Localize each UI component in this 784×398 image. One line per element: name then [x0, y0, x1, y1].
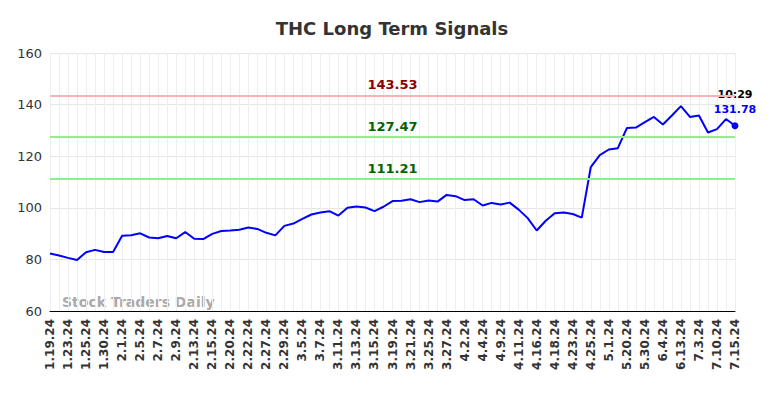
svg-text:4.25.24: 4.25.24 [584, 319, 598, 370]
svg-text:5.30.24: 5.30.24 [638, 319, 652, 370]
svg-text:120: 120 [17, 149, 42, 164]
svg-text:1.30.24: 1.30.24 [97, 319, 111, 370]
svg-text:5.1.24: 5.1.24 [602, 319, 616, 362]
svg-text:4.18.24: 4.18.24 [548, 319, 562, 370]
svg-text:7.10.24: 7.10.24 [710, 319, 724, 370]
svg-text:2.13.24: 2.13.24 [187, 319, 201, 370]
svg-text:2.5.24: 2.5.24 [133, 319, 147, 362]
svg-text:2.27.24: 2.27.24 [259, 319, 273, 370]
svg-text:3.19.24: 3.19.24 [386, 319, 400, 370]
svg-text:2.9.24: 2.9.24 [169, 319, 183, 362]
svg-text:3.7.24: 3.7.24 [313, 319, 327, 362]
svg-text:4.23.24: 4.23.24 [566, 319, 580, 370]
svg-text:2.15.24: 2.15.24 [205, 319, 219, 370]
svg-text:7.15.24: 7.15.24 [728, 319, 742, 370]
svg-text:80: 80 [25, 252, 42, 267]
svg-text:143.53: 143.53 [367, 77, 417, 92]
svg-text:3.5.24: 3.5.24 [295, 319, 309, 362]
svg-text:10:29: 10:29 [717, 88, 752, 101]
svg-text:1.23.24: 1.23.24 [61, 319, 75, 370]
svg-text:160: 160 [17, 46, 42, 61]
svg-text:140: 140 [17, 97, 42, 112]
svg-text:1.19.24: 1.19.24 [43, 319, 57, 370]
svg-text:2.22.24: 2.22.24 [241, 319, 255, 370]
svg-text:3.21.24: 3.21.24 [404, 319, 418, 370]
svg-text:4.11.24: 4.11.24 [512, 319, 526, 370]
svg-text:3.11.24: 3.11.24 [331, 319, 345, 370]
svg-text:3.13.24: 3.13.24 [349, 319, 363, 370]
svg-text:2.20.24: 2.20.24 [223, 319, 237, 370]
svg-text:4.9.24: 4.9.24 [494, 319, 508, 362]
svg-text:3.27.24: 3.27.24 [440, 319, 454, 370]
svg-text:4.4.24: 4.4.24 [476, 319, 490, 362]
svg-text:7.3.24: 7.3.24 [692, 319, 706, 362]
svg-text:5.20.24: 5.20.24 [620, 319, 634, 370]
svg-text:THC Long Term Signals: THC Long Term Signals [276, 18, 508, 39]
svg-text:1.25.24: 1.25.24 [79, 319, 93, 370]
svg-text:2.29.24: 2.29.24 [277, 319, 291, 370]
svg-text:2.1.24: 2.1.24 [115, 319, 129, 362]
svg-text:131.78: 131.78 [714, 103, 756, 116]
svg-text:3.25.24: 3.25.24 [422, 319, 436, 370]
svg-text:Stock Traders Daily: Stock Traders Daily [62, 294, 215, 310]
svg-text:6.4.24: 6.4.24 [656, 319, 670, 362]
svg-text:127.47: 127.47 [367, 119, 417, 134]
svg-text:111.21: 111.21 [367, 161, 417, 176]
svg-text:60: 60 [25, 304, 42, 319]
svg-text:100: 100 [17, 200, 42, 215]
svg-text:6.13.24: 6.13.24 [674, 319, 688, 370]
svg-text:4.2.24: 4.2.24 [458, 319, 472, 362]
svg-text:3.15.24: 3.15.24 [367, 319, 381, 370]
svg-text:4.16.24: 4.16.24 [530, 319, 544, 370]
svg-text:2.7.24: 2.7.24 [151, 319, 165, 362]
